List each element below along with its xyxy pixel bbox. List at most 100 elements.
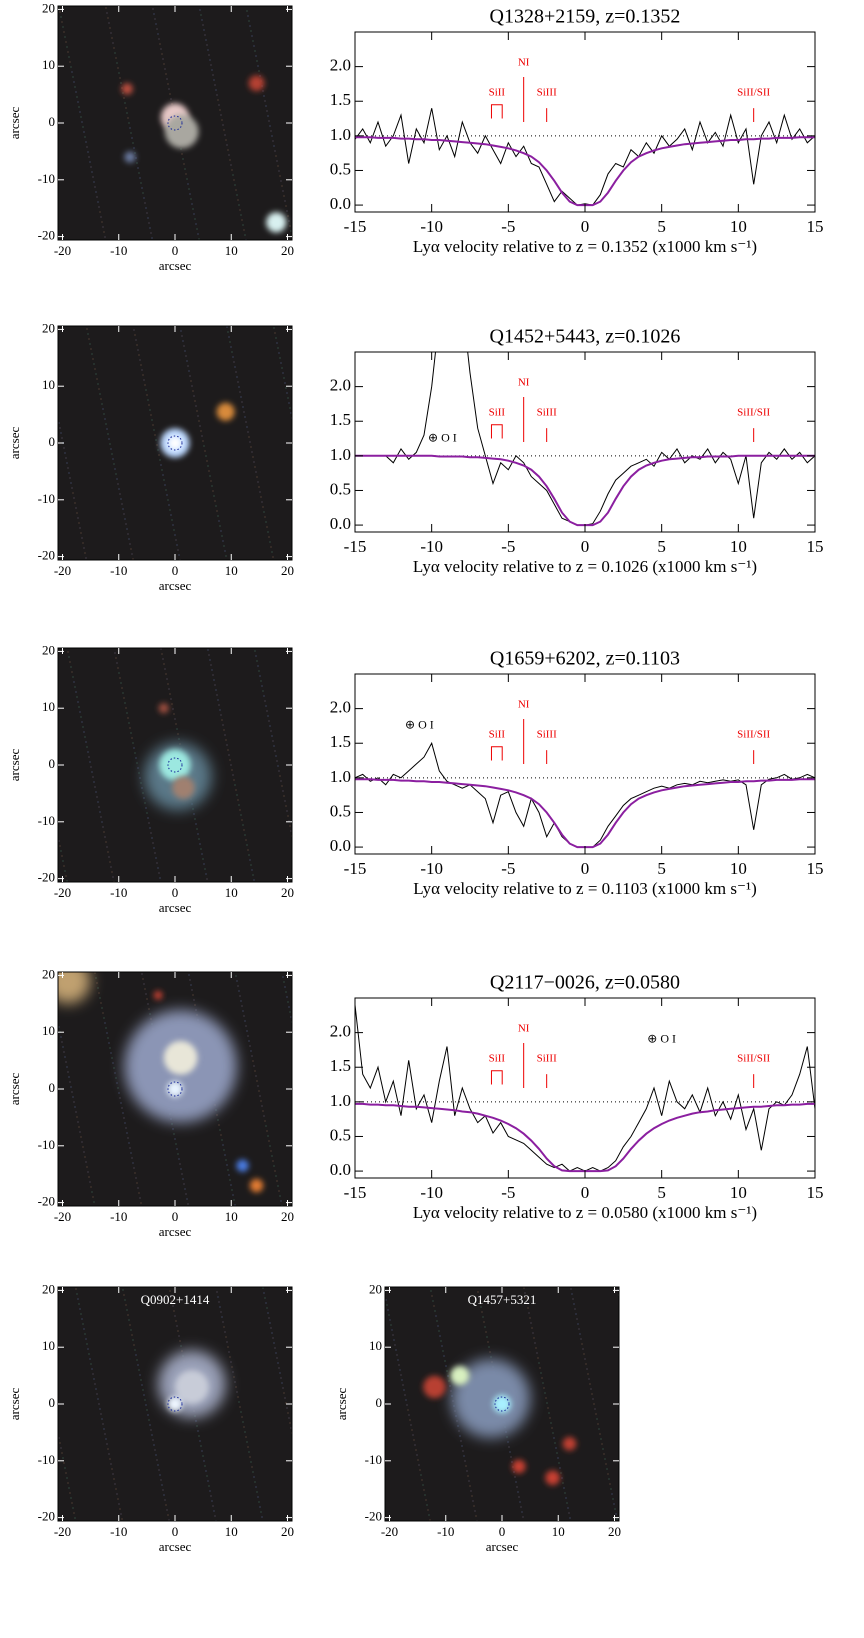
noise	[186, 1198, 188, 1200]
noise	[162, 58, 164, 60]
noise	[82, 726, 84, 728]
noise	[244, 834, 246, 836]
x-tick-label: 10	[225, 563, 238, 578]
noise	[539, 1367, 541, 1369]
noise	[224, 1331, 226, 1333]
noise	[386, 1304, 388, 1306]
noise	[130, 1329, 132, 1331]
x-axis-label: arcsec	[159, 258, 192, 273]
noise	[265, 1302, 267, 1304]
noise	[99, 1408, 101, 1410]
feature-label: SiIII	[537, 1052, 558, 1064]
noise	[145, 389, 147, 391]
noise	[265, 521, 267, 523]
x-tick-label: -15	[344, 1183, 367, 1202]
noise	[592, 1398, 594, 1400]
noise	[287, 215, 289, 217]
noise	[62, 1457, 64, 1459]
noise	[98, 1403, 100, 1405]
noise	[273, 1165, 275, 1167]
noise	[71, 671, 73, 673]
noise	[63, 31, 65, 33]
noise	[142, 792, 144, 794]
noise	[565, 1497, 567, 1499]
noise	[93, 781, 95, 783]
noise	[506, 1436, 508, 1438]
noise	[128, 722, 130, 724]
noise	[84, 1333, 86, 1335]
noise	[594, 1408, 596, 1410]
noise	[238, 204, 240, 206]
noise	[287, 397, 289, 399]
noise	[547, 1407, 549, 1409]
noise	[59, 845, 61, 847]
noise	[286, 210, 288, 212]
noise	[138, 172, 140, 174]
noise	[133, 1167, 135, 1169]
noise	[160, 464, 162, 466]
noise	[177, 549, 179, 551]
x-tick-label: 5	[657, 859, 666, 878]
noise	[247, 849, 249, 851]
noise	[84, 552, 86, 554]
noise	[159, 43, 161, 45]
noise	[94, 786, 96, 788]
noise	[602, 1448, 604, 1450]
noise	[77, 517, 79, 519]
noise	[220, 714, 222, 716]
noise	[237, 381, 239, 383]
noise	[83, 131, 85, 133]
noise	[558, 1462, 560, 1464]
noise	[73, 497, 75, 499]
noise	[278, 170, 280, 172]
noise	[62, 1046, 64, 1048]
noise	[286, 810, 288, 812]
noise	[226, 326, 228, 328]
x-tick-label: 20	[281, 563, 294, 578]
noise	[216, 1114, 218, 1116]
noise	[124, 702, 126, 704]
noise	[548, 1412, 550, 1414]
noise	[241, 1416, 243, 1418]
noise	[221, 119, 223, 121]
noise	[128, 1319, 130, 1321]
noise	[166, 78, 168, 80]
noise	[105, 1438, 107, 1440]
noise	[109, 27, 111, 29]
noise	[140, 782, 142, 784]
noise	[434, 1310, 436, 1312]
noise	[256, 476, 258, 478]
y-tick-label: -10	[38, 171, 55, 186]
noise	[208, 654, 210, 656]
noise	[216, 1291, 218, 1293]
noise	[282, 790, 284, 792]
noise	[264, 700, 266, 702]
frame	[354, 351, 816, 533]
noise	[150, 414, 152, 416]
noise	[285, 1402, 287, 1404]
noise	[132, 1162, 134, 1164]
noise	[105, 423, 107, 425]
noise	[579, 1333, 581, 1335]
noise	[615, 1513, 617, 1515]
noise	[581, 1343, 583, 1345]
noise	[269, 725, 271, 727]
noise	[272, 1337, 274, 1339]
source	[172, 776, 195, 799]
x-axis-label: arcsec	[486, 1539, 519, 1554]
noise	[282, 1387, 284, 1389]
feature-marker	[490, 104, 503, 119]
noise	[163, 63, 165, 65]
x-tick-label: 0	[581, 859, 590, 878]
noise	[207, 465, 209, 467]
noise	[273, 327, 275, 329]
noise	[264, 100, 266, 102]
noise	[205, 873, 207, 875]
noise	[200, 14, 202, 16]
source	[423, 1375, 446, 1399]
noise	[239, 995, 241, 997]
noise	[252, 1060, 254, 1062]
noise	[239, 391, 241, 393]
noise	[238, 386, 240, 388]
noise	[288, 820, 290, 822]
